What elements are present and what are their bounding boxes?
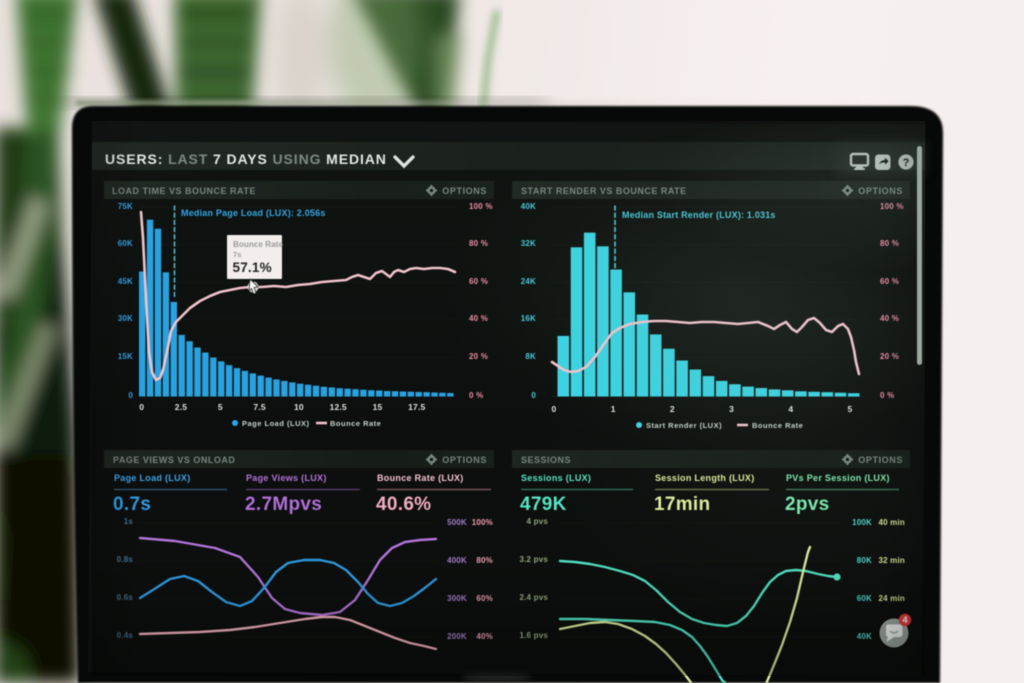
svg-text:4: 4 <box>902 615 907 625</box>
svg-text:?: ? <box>903 157 910 169</box>
